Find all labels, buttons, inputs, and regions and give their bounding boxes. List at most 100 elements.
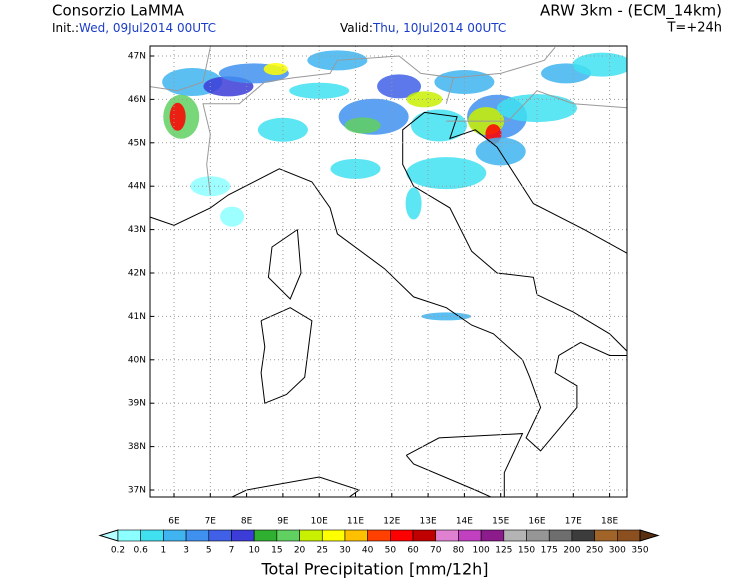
lon-label: 10E (311, 517, 328, 527)
lon-label: 16E (528, 517, 545, 527)
colorbar-box (458, 529, 482, 542)
colorbar-label: 50 (385, 546, 397, 556)
colorbar-label: 1 (161, 546, 167, 556)
lon-label: 7E (205, 517, 217, 527)
border (150, 47, 211, 92)
precip-area (220, 206, 245, 227)
valid-line: Valid:Thu, 10Jul2014 00UTC (340, 21, 506, 35)
colorbar-box (617, 529, 641, 542)
map-frame (149, 45, 628, 498)
colorbar: 0.2 0.6 1 3 5 7 10 15 20 25 30 40 50 60 70 80 100 125 150 1… (98, 529, 660, 556)
model-name: ARW 3km - (ECM_14km) (540, 2, 722, 21)
colorbar-label: 40 (362, 546, 374, 556)
precip-area (344, 117, 381, 134)
colorbar-box (276, 529, 300, 542)
colorbar-label: 0.2 (111, 546, 125, 556)
colorbar-box (412, 529, 437, 542)
lon-label: 11E (347, 517, 364, 527)
colorbar-arrow (639, 529, 660, 542)
precip-area (405, 187, 422, 220)
coastline (260, 307, 313, 404)
colorbar-label: 350 (631, 546, 648, 556)
colorbar-label: 125 (495, 546, 512, 556)
colorbar-label: 300 (609, 546, 626, 556)
border (453, 46, 556, 79)
lat-label: 42N (128, 269, 146, 279)
precip-area (257, 117, 308, 142)
valid-value: Thu, 10Jul2014 00UTC (372, 21, 506, 35)
lon-label: 14E (456, 517, 473, 527)
colorbar-label: 5 (206, 546, 212, 556)
colorbar-box (390, 529, 414, 542)
lon-label: 15E (492, 517, 509, 527)
colorbar-box (480, 529, 505, 542)
colorbar-label: 80 (453, 546, 465, 556)
precip-area (406, 91, 443, 108)
lat-label: 40N (128, 355, 146, 365)
coastline (267, 229, 302, 300)
colorbar-title: Total Precipitation [mm/12h] (260, 560, 488, 579)
precip-area (330, 158, 381, 179)
colorbar-box (526, 529, 550, 542)
precip-area (169, 102, 186, 131)
colorbar-box (594, 529, 618, 542)
precip-area (497, 94, 577, 123)
colorbar-label: 10 (248, 546, 260, 556)
colorbar-label: 200 (563, 546, 580, 556)
colorbar-label: 25 (317, 546, 328, 556)
lon-label: 8E (241, 517, 253, 527)
init-value: Wed, 09Jul2014 00UTC (79, 21, 216, 35)
precip-area (377, 74, 422, 99)
lat-label: 41N (128, 312, 146, 322)
colorbar-box (163, 529, 187, 542)
lat-label: 44N (128, 182, 146, 192)
colorbar-box (435, 529, 459, 542)
lat-label: 38N (128, 442, 146, 452)
lon-label: 6E (168, 517, 180, 527)
colorbar-label: 175 (541, 546, 558, 556)
colorbar-box (299, 529, 323, 542)
lon-label: 12E (383, 517, 400, 527)
init-line: Init.:Wed, 09Jul2014 00UTC (52, 21, 216, 35)
colorbar-label: 60 (407, 546, 419, 556)
lat-label: 39N (128, 399, 146, 409)
colorbar-label: 100 (473, 546, 490, 556)
lon-label: 9E (277, 517, 289, 527)
colorbar-label: 30 (339, 546, 351, 556)
colorbar-arrow (98, 529, 119, 542)
precip-area (263, 63, 288, 76)
header-title: Consorzio LaMMA (52, 2, 185, 20)
colorbar-box (231, 529, 255, 542)
colorbar-box (503, 529, 527, 542)
colorbar-label: 250 (586, 546, 603, 556)
lon-label: 18E (601, 517, 618, 527)
colorbar-box (571, 529, 595, 542)
colorbar-label: 15 (271, 546, 282, 556)
lat-label: 43N (128, 225, 146, 235)
lat-label: 47N (128, 52, 146, 62)
colorbar-box (117, 529, 141, 542)
colorbar-box (548, 529, 573, 542)
colorbar-box (208, 529, 232, 542)
coastline (405, 433, 524, 497)
coastline (150, 111, 627, 452)
colorbar-box (321, 529, 346, 542)
valid-label: Valid: (340, 21, 373, 35)
colorbar-box (140, 529, 164, 542)
lead-time: T=+24h (666, 21, 722, 36)
precip-area (572, 52, 627, 77)
colorbar-label: 0.6 (134, 546, 149, 556)
precip-area (475, 137, 526, 166)
colorbar-box (253, 529, 278, 542)
init-label: Init.: (52, 21, 79, 35)
colorbar-label: 150 (518, 546, 535, 556)
colorbar-label: 7 (229, 546, 235, 556)
lon-label: 13E (420, 517, 437, 527)
colorbar-box (185, 529, 210, 542)
colorbar-label: 70 (430, 546, 442, 556)
colorbar-label: 3 (183, 546, 189, 556)
map-area (150, 46, 627, 497)
precip-area (406, 157, 487, 190)
lat-label: 45N (128, 138, 146, 148)
